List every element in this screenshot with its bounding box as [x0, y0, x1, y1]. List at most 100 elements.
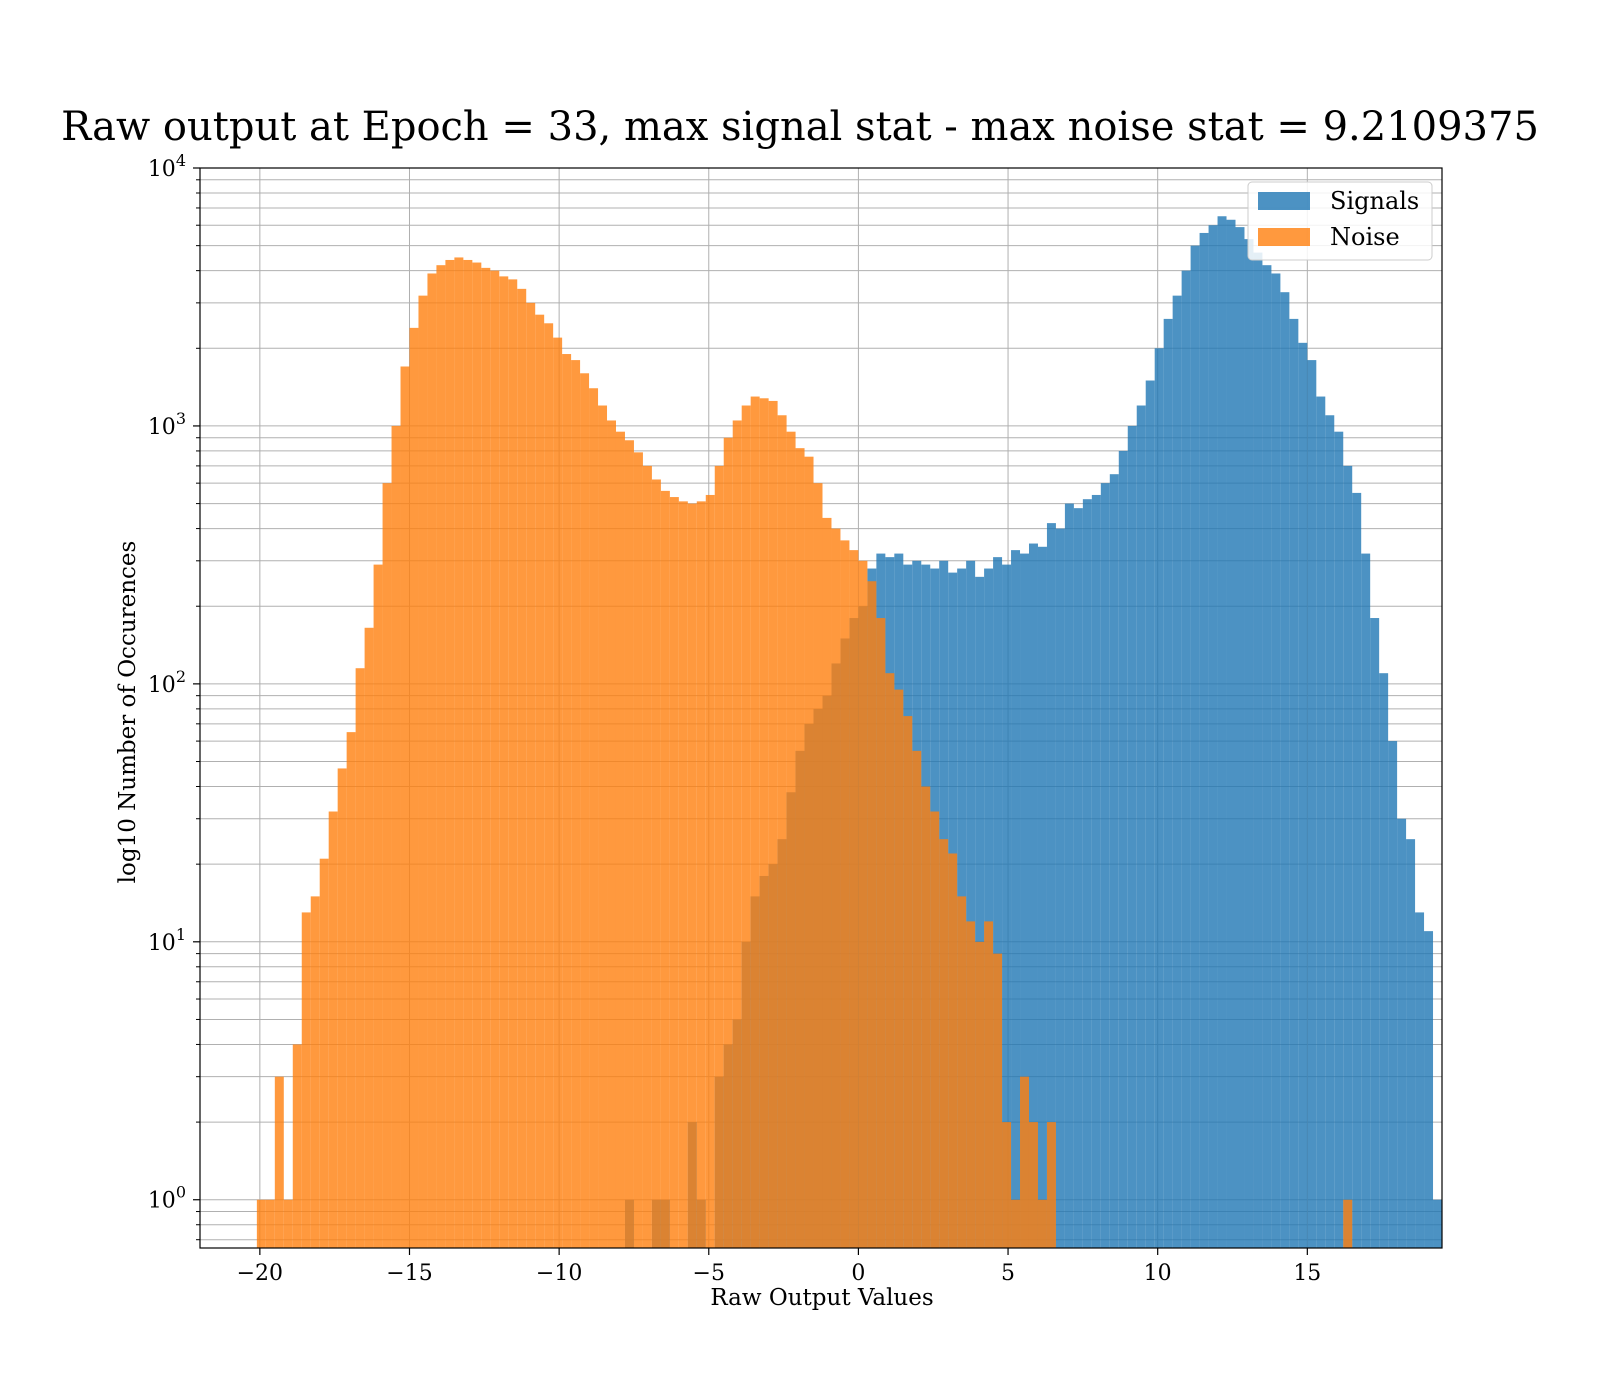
histogram-bar — [1073, 508, 1083, 1248]
chart-title: Raw output at Epoch = 33, max signal sta… — [61, 104, 1539, 150]
histogram-bar — [1091, 494, 1101, 1248]
histogram-bar — [840, 540, 850, 1248]
x-tick-label: 10 — [1144, 1261, 1172, 1286]
legend-label-signals: Signals — [1330, 187, 1419, 215]
histogram-bar — [912, 750, 922, 1248]
histogram-bar — [400, 366, 410, 1248]
histogram-bar — [714, 465, 724, 1248]
histogram-bar — [1388, 741, 1398, 1248]
histogram-bar — [445, 259, 455, 1248]
histogram-bar — [418, 295, 428, 1248]
histogram-bar — [589, 388, 599, 1248]
histogram-bar — [310, 896, 320, 1248]
histogram-bar — [346, 732, 356, 1248]
histogram-bar — [1136, 405, 1146, 1249]
histogram-bar — [1145, 380, 1155, 1249]
histogram-bar — [696, 501, 706, 1248]
histogram-bar — [759, 398, 769, 1249]
histogram-bar — [598, 405, 608, 1249]
histogram-bar — [301, 912, 311, 1248]
histogram-bar — [1028, 543, 1038, 1248]
histogram-bar — [741, 405, 751, 1249]
histogram-bar — [1064, 503, 1074, 1248]
histogram-bar — [1217, 216, 1227, 1249]
histogram-bar — [966, 560, 976, 1248]
x-tick-label: −10 — [536, 1261, 582, 1286]
x-tick-label: −20 — [237, 1261, 283, 1286]
histogram-bar — [1379, 673, 1389, 1248]
y-tick-label: 100 — [148, 1183, 186, 1214]
histogram-bar — [535, 314, 545, 1248]
histogram-bar — [768, 400, 778, 1248]
histogram-bar — [1011, 550, 1021, 1248]
histogram-bar — [1002, 564, 1012, 1248]
y-tick-label: 102 — [148, 667, 186, 698]
histogram-bar — [481, 267, 491, 1248]
histogram-bar — [1226, 219, 1236, 1248]
series-noise — [256, 257, 1353, 1249]
histogram-bar — [831, 528, 841, 1248]
histogram-bar — [867, 581, 877, 1248]
histogram-bar — [526, 302, 536, 1248]
x-tick-label: −15 — [386, 1261, 432, 1286]
histogram-bar — [427, 273, 437, 1248]
histogram-bar — [328, 811, 338, 1248]
histogram-bar — [1127, 425, 1137, 1248]
histogram-bar — [1280, 292, 1290, 1249]
histogram-bar — [687, 503, 697, 1248]
histogram-bar — [1046, 523, 1056, 1248]
histogram-bar — [544, 323, 554, 1249]
histogram-bar — [1181, 270, 1191, 1248]
histogram-bar — [1298, 342, 1308, 1248]
histogram-bar — [822, 517, 832, 1248]
histogram-bar — [1190, 245, 1200, 1249]
histogram-bar — [1020, 1076, 1029, 1248]
histogram-bar — [930, 811, 940, 1248]
x-tick-label: −5 — [693, 1261, 725, 1286]
histogram-bar — [993, 953, 1003, 1248]
histogram-bar — [1343, 465, 1353, 1248]
histogram-bar — [292, 1044, 302, 1248]
x-tick-label: 0 — [851, 1261, 865, 1286]
histogram-bar — [265, 1199, 275, 1248]
histogram-bar — [1172, 295, 1182, 1248]
histogram-bar — [732, 420, 742, 1248]
histogram-bar — [1415, 912, 1425, 1248]
x-axis-ticks: −20 −15 −10 −5 0 5 10 15 — [237, 1248, 1321, 1286]
histogram-bar — [786, 431, 796, 1249]
histogram-bar — [678, 501, 688, 1248]
histogram-bar — [1154, 348, 1164, 1249]
histogram-bar — [750, 396, 760, 1248]
y-axis-label: log10 Number of Occurences — [115, 541, 141, 884]
histogram-bar — [1397, 818, 1407, 1248]
histogram-bar — [642, 465, 652, 1248]
histogram-bar — [966, 921, 976, 1248]
histogram-bar — [984, 921, 994, 1248]
histogram-bar — [1037, 1199, 1047, 1248]
histogram-bar — [813, 483, 823, 1248]
histogram-bar — [319, 858, 329, 1248]
legend-swatch-noise — [1258, 228, 1310, 246]
histogram-bar — [903, 716, 913, 1248]
histogram-bar — [1271, 273, 1281, 1248]
histogram-bar — [660, 490, 670, 1248]
histogram-bar — [1352, 492, 1362, 1248]
histogram-bar — [517, 288, 527, 1249]
histogram-bar — [562, 354, 572, 1248]
histogram-bar — [1082, 499, 1092, 1248]
histogram-bar — [975, 576, 985, 1248]
histogram-bar — [984, 568, 994, 1248]
histogram-bar — [921, 786, 931, 1248]
histogram-bar — [1235, 227, 1245, 1249]
histogram-bar — [1055, 528, 1065, 1248]
histogram-bar — [948, 853, 958, 1248]
histogram-bar — [1433, 1199, 1442, 1248]
histogram-bar — [490, 270, 500, 1248]
histogram-bar — [993, 557, 1003, 1248]
histogram-bar — [633, 452, 643, 1248]
histogram-bar — [274, 1076, 284, 1248]
histogram-bar — [508, 279, 518, 1248]
histogram-bar — [337, 768, 347, 1248]
legend-swatch-signals — [1258, 192, 1310, 210]
